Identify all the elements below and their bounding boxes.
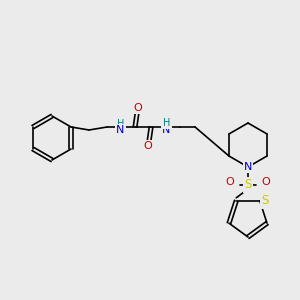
- Text: H: H: [164, 118, 171, 128]
- Text: O: O: [144, 141, 152, 151]
- Text: O: O: [226, 177, 234, 187]
- Text: H: H: [117, 119, 125, 129]
- Text: O: O: [134, 103, 142, 113]
- Text: S: S: [261, 194, 268, 207]
- Text: N: N: [116, 125, 124, 135]
- Text: S: S: [244, 178, 252, 191]
- Text: N: N: [162, 125, 170, 135]
- Text: N: N: [244, 162, 252, 172]
- Text: O: O: [262, 177, 270, 187]
